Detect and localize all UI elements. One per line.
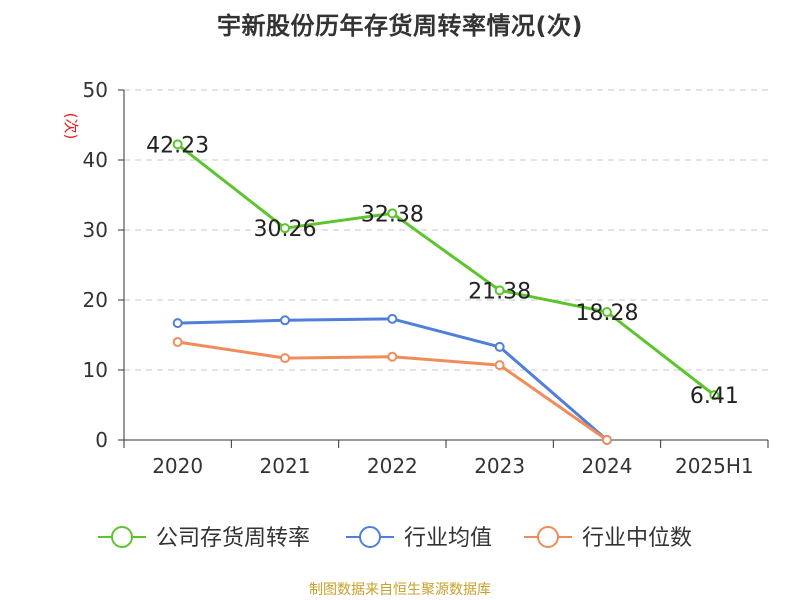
y-tick-label: 50: [83, 78, 108, 102]
series-lines: [172, 139, 720, 445]
data-point[interactable]: [494, 285, 505, 296]
data-point[interactable]: [172, 337, 183, 347]
data-point[interactable]: [387, 208, 398, 219]
data-label: 6.41: [690, 384, 739, 409]
legend-marker: [111, 526, 133, 548]
legend-label: 行业中位数: [582, 526, 692, 551]
x-tick-label: 2023: [474, 454, 525, 478]
series-line: [177, 317, 608, 442]
data-point[interactable]: [280, 223, 290, 234]
data-label: 32.38: [361, 202, 424, 227]
legend-item[interactable]: 行业中位数: [524, 526, 692, 551]
series-line: [176, 143, 716, 397]
source-note: 制图数据来自恒生聚源数据库: [309, 582, 491, 598]
legend-item[interactable]: 行业均值: [346, 526, 492, 551]
legend-marker: [359, 526, 381, 548]
data-point[interactable]: [602, 307, 612, 318]
x-tick-label: 2022: [367, 454, 418, 478]
y-tick-label: 10: [83, 358, 108, 382]
y-axis: 0 10 20 30 40 50(次): [62, 78, 125, 452]
x-tick-label: 2025H1: [675, 454, 754, 478]
x-axis: 2020 2021 2022 2023 2024 2025H1: [123, 439, 769, 478]
data-label: 18.28: [576, 301, 639, 326]
grid-lines: [124, 89, 768, 371]
x-tick-label: 2020: [152, 454, 203, 478]
data-point[interactable]: [494, 360, 505, 371]
data-point[interactable]: [602, 435, 612, 445]
legend-label: 公司存货周转率: [156, 526, 310, 551]
x-tick-label: 2021: [260, 454, 311, 478]
data-point[interactable]: [280, 315, 290, 326]
y-tick-label: 30: [83, 218, 108, 242]
data-labels: 42.23 30.26 32.38 21.38 18.28 6.41: [146, 133, 739, 409]
legend-item[interactable]: 公司存货周转率: [98, 526, 310, 551]
data-point[interactable]: [280, 353, 290, 364]
data-label: 42.23: [146, 133, 209, 158]
legend-marker: [537, 526, 559, 548]
y-axis-label: (次): [62, 113, 80, 140]
legend-label: 行业均值: [404, 526, 492, 551]
x-tick-label: 2024: [582, 454, 633, 478]
data-point[interactable]: [172, 318, 183, 329]
y-tick-label: 40: [83, 148, 108, 172]
data-label: 30.26: [254, 217, 317, 242]
data-point[interactable]: [172, 139, 183, 150]
legend: 公司存货周转率 行业均值 行业中位数: [98, 526, 692, 551]
data-point[interactable]: [387, 351, 398, 362]
data-point[interactable]: [494, 341, 505, 352]
data-point[interactable]: [387, 313, 398, 324]
chart-title: 宇新股份历年存货周转率情况(次): [217, 12, 583, 40]
data-label: 21.38: [468, 279, 531, 304]
y-tick-label: 20: [83, 288, 108, 312]
y-tick-label: 0: [95, 428, 108, 452]
data-point[interactable]: [709, 390, 720, 401]
